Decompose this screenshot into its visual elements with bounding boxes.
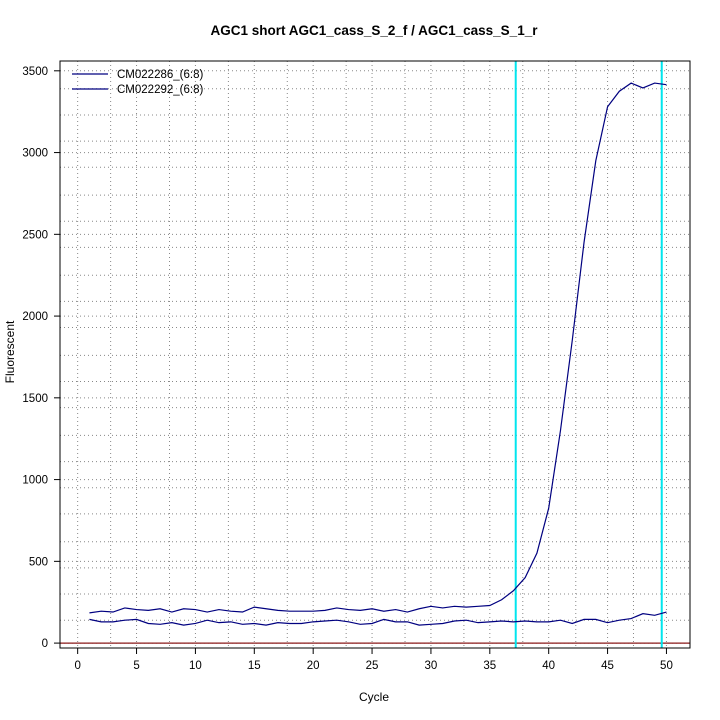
series-line	[89, 82, 667, 614]
y-tick-label: 0	[42, 638, 48, 650]
x-tick-label: 20	[307, 660, 320, 672]
x-tick-label: 25	[366, 660, 379, 672]
grid	[60, 61, 690, 648]
legend-label: CM022292_(6:8)	[117, 84, 203, 96]
legend-label: CM022286_(6:8)	[117, 69, 203, 81]
series-lines	[89, 82, 667, 626]
x-tick-label: 50	[660, 660, 673, 672]
legend: CM022286_(6:8) CM022292_(6:8)	[72, 69, 203, 96]
y-tick-label: 3000	[22, 148, 48, 160]
threshold-lines	[514, 61, 663, 648]
x-tick-label: 15	[248, 660, 261, 672]
series-line	[89, 611, 667, 626]
x-tick-label: 10	[189, 660, 202, 672]
x-tick-label: 35	[483, 660, 496, 672]
x-tick-label: 30	[425, 660, 438, 672]
plot-frame	[59, 60, 691, 649]
y-tick-label: 1500	[22, 393, 48, 405]
y-tick-label: 2000	[22, 311, 48, 323]
y-axis-label: Fluorescent	[3, 320, 17, 383]
x-tick-label: 45	[601, 660, 614, 672]
y-tick-label: 500	[29, 556, 48, 568]
x-tick-label: 0	[74, 660, 80, 672]
x-tick-label: 40	[542, 660, 555, 672]
x-axis-label: Cycle	[359, 690, 389, 704]
chart-title: AGC1 short AGC1_cass_S_2_f / AGC1_cass_S…	[211, 23, 539, 38]
x-tick-label: 5	[133, 660, 139, 672]
y-tick-label: 3500	[22, 66, 48, 78]
y-axis: 0 500 1000 1500 2000 2500 3000 3500	[22, 66, 60, 650]
y-tick-label: 2500	[22, 229, 48, 241]
x-axis: 0 5 10 15 20 25 30 35 40 45 50	[74, 648, 673, 672]
y-tick-label: 1000	[22, 475, 48, 487]
